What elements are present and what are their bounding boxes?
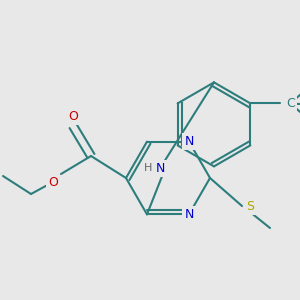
Text: S: S (246, 200, 254, 212)
Text: N: N (184, 208, 194, 221)
Text: N: N (155, 162, 165, 175)
Text: H: H (144, 164, 152, 173)
Text: O: O (48, 176, 58, 188)
Text: O: O (68, 110, 78, 122)
Text: N: N (184, 135, 194, 148)
Text: C: C (286, 97, 295, 110)
